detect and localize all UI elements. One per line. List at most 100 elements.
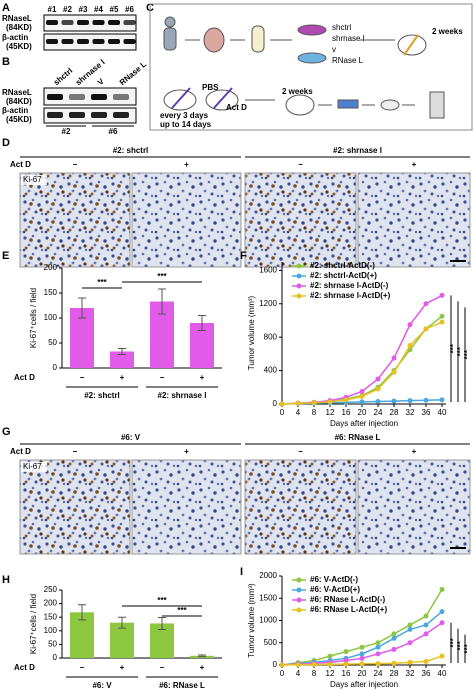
x-tick-label: 8: [312, 408, 317, 417]
x-tick-label: 20: [358, 408, 367, 417]
series-marker: [327, 661, 333, 667]
stain-label-bg: [21, 175, 47, 185]
series-marker: [343, 658, 349, 664]
series-marker: [407, 659, 413, 665]
series-marker: [375, 376, 381, 382]
band: [113, 112, 129, 118]
series-marker: [359, 644, 365, 650]
panel-label: E: [2, 250, 9, 262]
error-bar: [198, 315, 206, 331]
panel-label: H: [2, 574, 10, 586]
series-marker: [311, 400, 317, 406]
series-marker: [439, 609, 445, 615]
panel-label: B: [2, 56, 10, 68]
x-tick-label: 40: [438, 669, 447, 678]
x-tick-label: 24: [374, 669, 383, 678]
group-label: #6: RNase L: [335, 433, 381, 442]
band: [91, 112, 107, 118]
significance-label: ***: [449, 637, 458, 647]
x-tick-label: +: [200, 373, 205, 382]
treatment-sign: +: [412, 447, 417, 456]
x-tick-label: −: [160, 663, 165, 672]
scheme-group: RNase L: [332, 56, 364, 65]
x-tick-label: 40: [438, 408, 447, 417]
y-tick-label: 2000: [259, 571, 277, 580]
y-tick-label: 1600: [259, 265, 277, 274]
legend-label: #6: V-ActD(-): [310, 575, 358, 584]
x-tick-label: −: [160, 373, 165, 382]
x-tick-label: 28: [390, 669, 399, 678]
series-marker: [359, 388, 365, 394]
series-marker: [375, 644, 381, 650]
band: [92, 39, 105, 44]
x-tick-label: 4: [296, 669, 301, 678]
y-tick-label: 0: [53, 653, 58, 662]
legend-label: #2: shrnase l-ActD(+): [310, 291, 391, 300]
series-marker: [439, 313, 445, 319]
treatment-sign: +: [412, 160, 417, 169]
y-axis-label: Ki-67⁺cells / field: [29, 594, 38, 654]
x-caption: Act D: [14, 373, 35, 382]
series-marker: [343, 397, 349, 403]
scheme-icons: [163, 16, 445, 119]
group-label: #2: shctrl: [84, 391, 120, 400]
scheme-treatment: Act D: [226, 103, 247, 112]
series-marker: [391, 646, 397, 652]
x-tick-label: 4: [296, 408, 301, 417]
series-marker: [359, 651, 365, 657]
significance-label: ***: [463, 349, 472, 359]
micrograph: [357, 459, 471, 555]
blot-row-size: (84KD): [6, 97, 32, 106]
x-tick-label: +: [120, 373, 125, 382]
y-tick-label: 200: [44, 599, 58, 608]
y-tick-label: 1500: [259, 593, 277, 602]
significance-label: ***: [157, 272, 167, 281]
ihc-panel: #2: shctrl #2: shrnase l Act D − + − + Ki-67: [10, 146, 471, 268]
legend-marker: [296, 293, 302, 299]
legend-marker: [296, 587, 302, 593]
lane-label: #5: [110, 5, 119, 14]
series-marker: [423, 622, 429, 628]
x-tick-label: +: [200, 663, 205, 672]
series-marker: [327, 653, 333, 659]
x-tick-label: 0: [280, 669, 285, 678]
significance-label: ***: [456, 640, 465, 650]
scheme-treatment: PBS: [202, 83, 219, 92]
error-bar: [158, 288, 166, 315]
x-caption: Act D: [14, 663, 35, 672]
band: [69, 94, 85, 100]
series-marker: [423, 326, 429, 332]
series-marker: [423, 631, 429, 637]
x-tick-label: 32: [406, 408, 415, 417]
legend-label: #2: shctrl-ActD(+): [310, 271, 377, 280]
x-tick-label: 8: [312, 669, 317, 678]
y-tick-label: 0: [273, 399, 278, 408]
blot-a-lanes: #1 #2 #3 #4 #5 #6: [46, 5, 136, 44]
group-label: #6: RNase L: [159, 681, 205, 690]
series-marker: [343, 649, 349, 655]
band: [61, 20, 74, 25]
lane-label: #3: [79, 5, 88, 14]
series-marker: [407, 626, 413, 632]
series-marker: [279, 662, 285, 668]
treatment-sign: −: [298, 447, 303, 456]
lane-label: RNase L: [118, 60, 148, 88]
band: [77, 20, 89, 25]
series-marker: [407, 622, 413, 628]
y-axis-label: Ki-67⁺cells / field: [29, 288, 38, 348]
y-tick-label: 200: [44, 263, 58, 272]
band: [69, 112, 85, 118]
y-axis-label: Tumor volume (mm³): [247, 583, 256, 658]
series-marker: [295, 400, 301, 406]
blot: [43, 107, 137, 124]
stain-label-bg: [21, 462, 47, 472]
series-marker: [391, 398, 397, 404]
series-marker: [423, 301, 429, 307]
panel-label: A: [2, 2, 10, 14]
series-marker: [439, 586, 445, 592]
y-tick-label: 0: [273, 660, 278, 669]
series-marker: [423, 658, 429, 664]
legend-marker: [296, 597, 302, 603]
band: [47, 112, 63, 118]
